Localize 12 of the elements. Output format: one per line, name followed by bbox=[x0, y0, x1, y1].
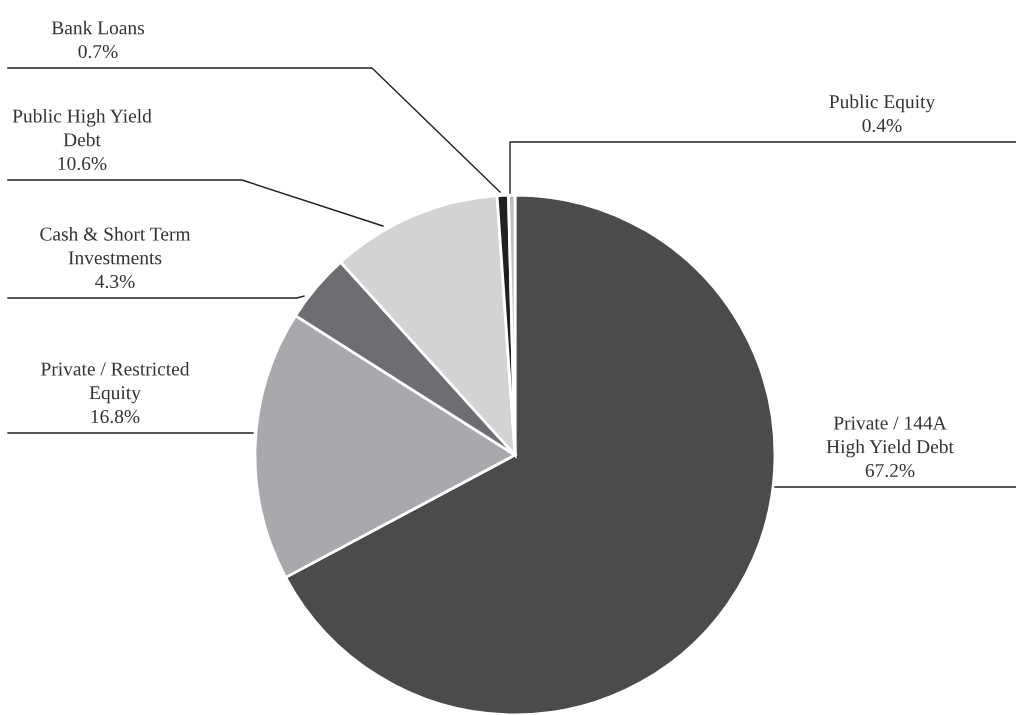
slice-label: Public Equity bbox=[829, 94, 936, 113]
slice-label: Private / 144A High Yield Debt bbox=[826, 416, 954, 458]
data-label: 0.4% bbox=[862, 118, 902, 133]
slice-label: Bank Loans bbox=[51, 20, 145, 35]
data-label: 0.7% bbox=[78, 44, 118, 59]
data-label: 4.3% bbox=[95, 274, 135, 289]
data-label: 67.2% bbox=[865, 463, 915, 478]
slice-label: Private / Restricted Equity bbox=[41, 361, 190, 404]
slice-label: Cash & Short Term Investments bbox=[40, 226, 191, 265]
data-label: 16.8% bbox=[91, 409, 140, 424]
slice-label: Public High Yield Debt bbox=[12, 108, 152, 147]
data-label: 10.6% bbox=[58, 156, 107, 171]
